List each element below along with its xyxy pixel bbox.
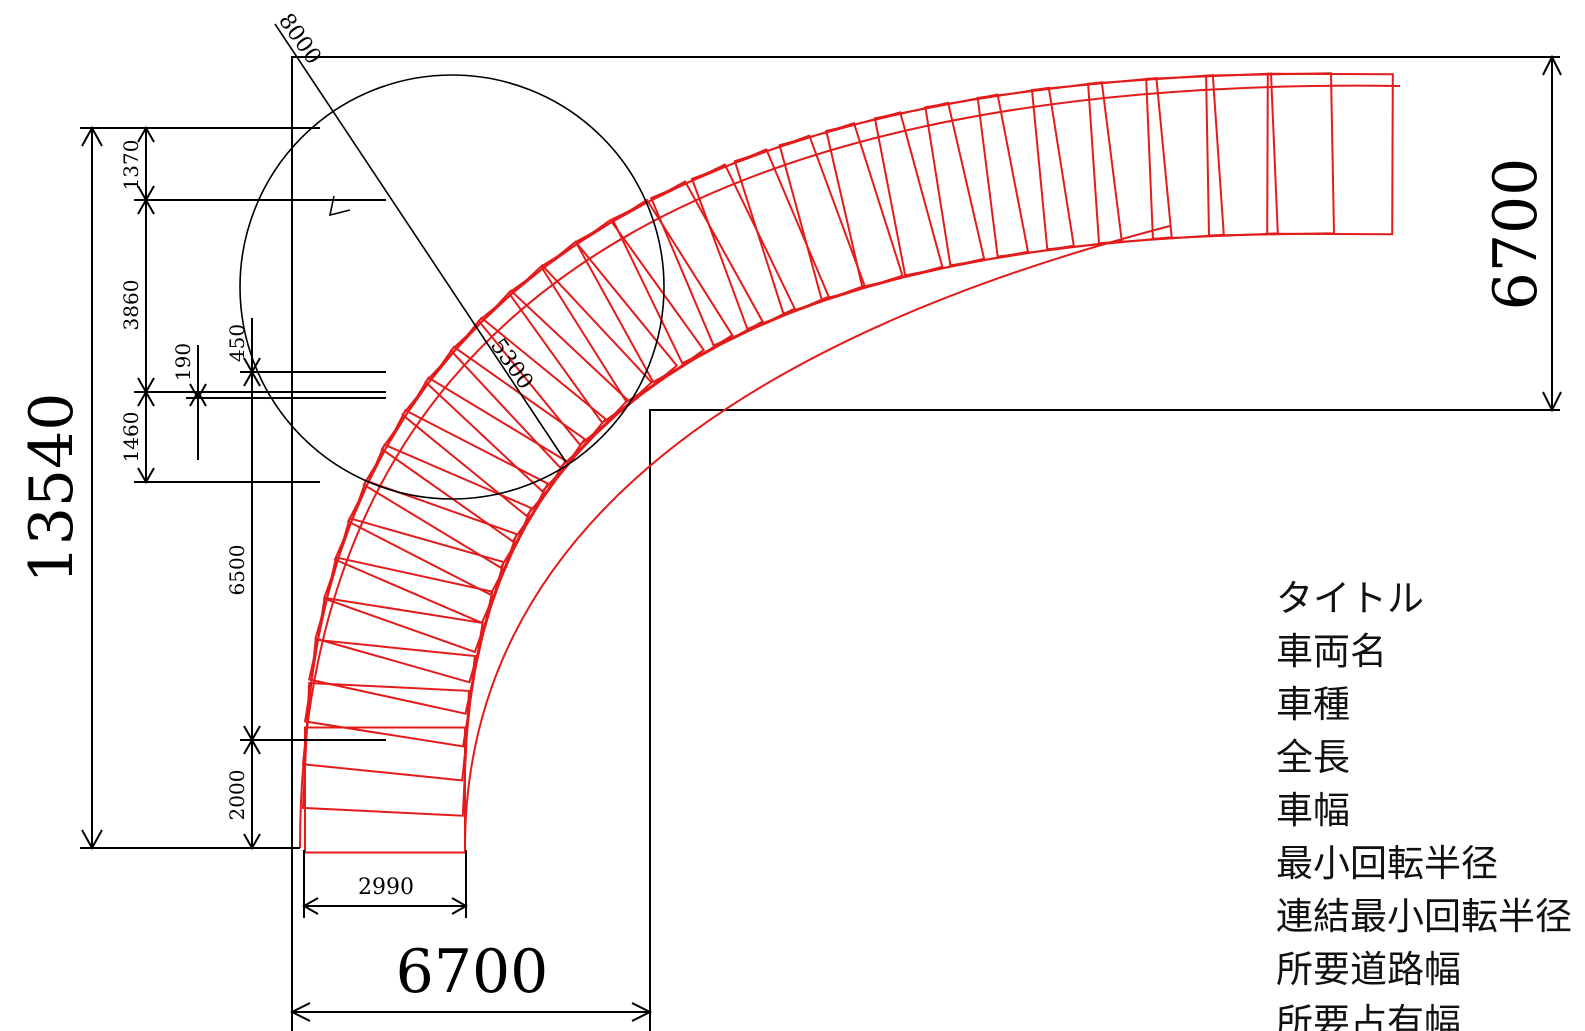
label-right-width: 6700 <box>1481 158 1551 311</box>
spec-item-required-road-width: 所要道路幅 <box>1276 948 1461 991</box>
label-radius-inner: 5300 <box>485 334 538 394</box>
label-radius-outer: 8000 <box>273 9 326 69</box>
label-seg-450: 450 <box>225 324 249 362</box>
radius-arrow-head <box>328 195 351 217</box>
corridor-outline <box>291 56 1560 1031</box>
vehicle-position <box>1205 72 1336 237</box>
dim-bottom-width: 6700 <box>289 937 653 1022</box>
label-bottom-width: 6700 <box>396 937 549 1007</box>
vehicle-swept-path <box>299 72 1401 854</box>
label-seg-1460: 1460 <box>119 412 143 463</box>
vehicle-position <box>778 111 944 301</box>
spec-item-vehicle-width: 車幅 <box>1276 789 1350 832</box>
turning-circle <box>239 74 665 500</box>
label-seg-3860: 3860 <box>119 280 143 331</box>
vehicle-position <box>301 681 471 817</box>
vehicle-position <box>1145 72 1279 240</box>
vehicle-position <box>424 289 630 493</box>
spec-item-vehicle-type: 車種 <box>1276 683 1350 726</box>
spec-item-coupled-min-turning-radius: 連結最小回転半径 <box>1276 895 1572 938</box>
dim-chain-left: 1370 3860 1460 <box>119 125 386 485</box>
dim-right-width: 6700 <box>1481 54 1562 413</box>
spec-item-required-occupied-width: 所要占有幅 <box>1276 1001 1461 1031</box>
spec-list: タイトル 車両名 車種 全長 車幅 最小回転半径 連結最小回転半径 所要道路幅 … <box>1276 572 1585 1031</box>
dim-vehicle-width: 2990 <box>301 850 469 918</box>
vehicle-position <box>304 726 466 854</box>
label-seg-6500: 6500 <box>225 545 249 596</box>
vehicle-position <box>1266 72 1394 236</box>
spec-item-title: タイトル <box>1276 577 1424 620</box>
inner-sweep-envelope <box>464 225 1171 849</box>
spec-item-overall-length: 全長 <box>1276 736 1350 779</box>
outer-sweep-envelope <box>299 84 1401 849</box>
spec-item-min-turning-radius: 最小回転半径 <box>1276 842 1498 885</box>
label-total-height: 13540 <box>17 393 87 584</box>
label-seg-1370: 1370 <box>119 140 143 191</box>
radius-outer-line <box>274 23 567 463</box>
label-seg-2000: 2000 <box>225 770 249 821</box>
label-vehicle-width: 2990 <box>358 875 414 900</box>
vehicle-position <box>1087 74 1225 245</box>
dim-chain-inner: 450 6500 2000 <box>225 318 386 851</box>
vehicle-position <box>574 180 764 384</box>
spec-item-vehicle-name: 車両名 <box>1276 630 1387 673</box>
dim-total-height: 13540 <box>17 125 320 851</box>
vehicle-position <box>362 376 567 569</box>
label-seg-190: 190 <box>171 343 195 381</box>
vehicle-position <box>303 596 484 748</box>
vehicle-position <box>924 86 1075 267</box>
dim-190: 190 <box>171 343 386 460</box>
